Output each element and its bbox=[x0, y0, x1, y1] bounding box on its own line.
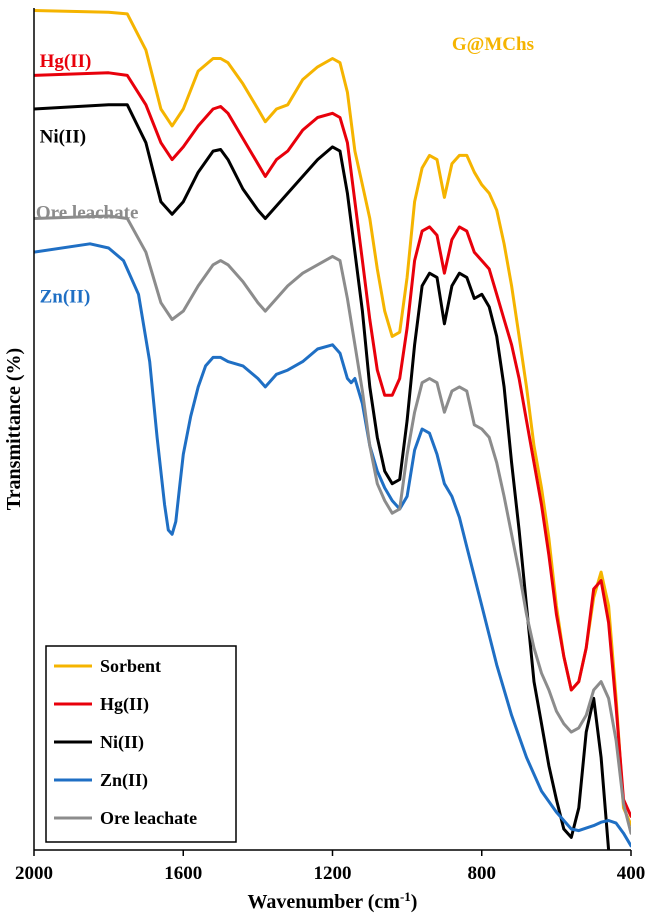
y-axis-label: Transmittance (%) bbox=[3, 348, 25, 510]
annotation-ore: Ore leachate bbox=[36, 203, 139, 224]
legend-box bbox=[45, 645, 237, 843]
series-line-hg-ii bbox=[34, 71, 631, 818]
series-line-ni-ii bbox=[34, 103, 611, 850]
x-axis-label-close: ) bbox=[411, 891, 418, 913]
annotation-ni: Ni(II) bbox=[40, 127, 86, 148]
legend-label: Ni(II) bbox=[100, 732, 144, 753]
legend-label: Ore leachate bbox=[100, 808, 197, 828]
x-tick-label: 2000 bbox=[15, 863, 53, 884]
x-tick-label: 800 bbox=[468, 863, 497, 884]
series-line-zn-ii bbox=[34, 242, 631, 848]
x-axis-label: Wavenumber (cm-1) bbox=[248, 889, 418, 914]
x-tick-label: 1600 bbox=[164, 863, 202, 884]
legend-label: Zn(II) bbox=[100, 770, 148, 791]
legend: Sorbent Hg(II) Ni(II) Zn(II) Ore leachate bbox=[45, 645, 237, 843]
x-axis-label-sup: -1 bbox=[400, 889, 411, 904]
series-layer bbox=[34, 9, 631, 850]
annotation-layer: G@MChs Hg(II) Ni(II) Ore leachate Zn(II) bbox=[36, 34, 534, 308]
x-axis-label-text: Wavenumber (cm bbox=[248, 891, 401, 913]
annotation-hg: Hg(II) bbox=[40, 51, 92, 72]
legend-label: Hg(II) bbox=[100, 694, 149, 715]
annotation-g-mchs: G@MChs bbox=[452, 34, 534, 55]
x-tick-label: 1200 bbox=[314, 863, 352, 884]
series-line-ore-leachate bbox=[34, 214, 631, 835]
axes-layer: 2000 1600 1200 800 400 bbox=[15, 8, 645, 884]
legend-label: Sorbent bbox=[100, 656, 161, 676]
annotation-zn: Zn(II) bbox=[40, 287, 91, 308]
x-tick-label: 400 bbox=[617, 863, 646, 884]
